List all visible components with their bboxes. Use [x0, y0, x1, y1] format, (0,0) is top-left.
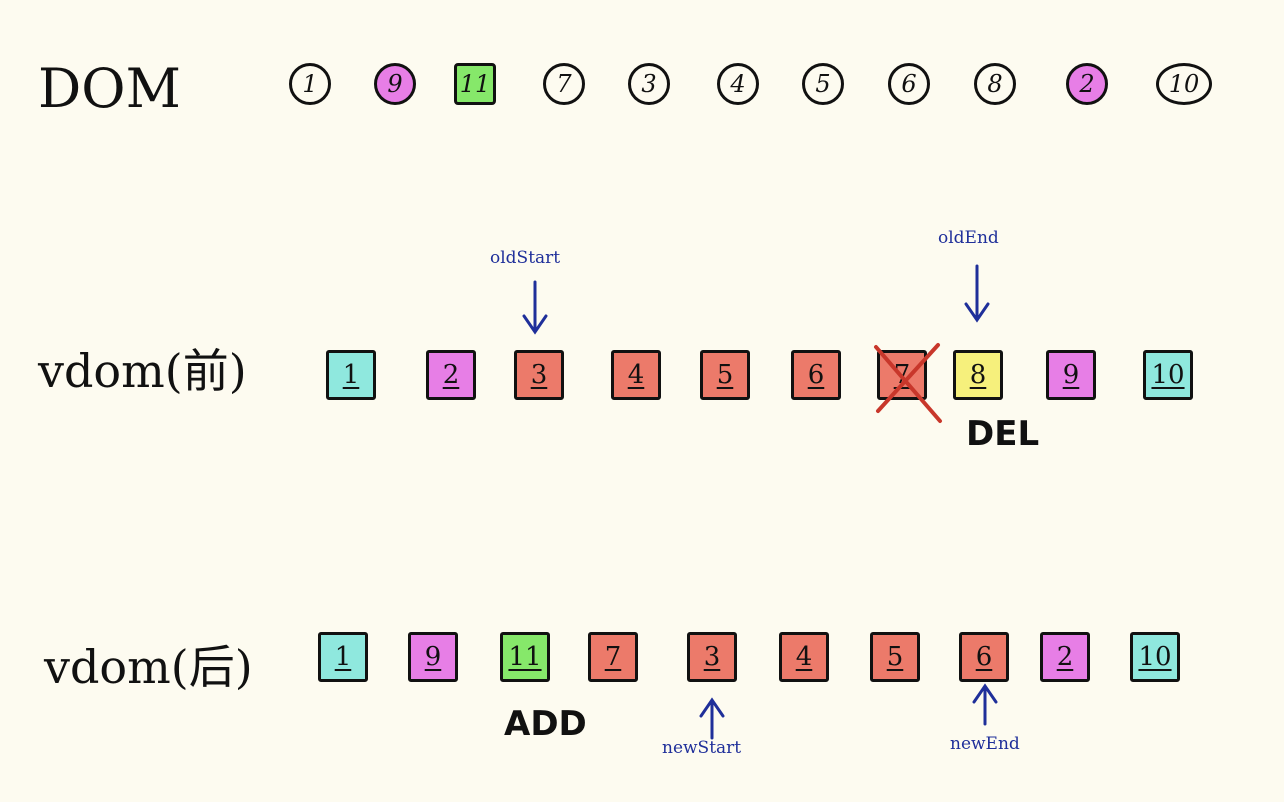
vdom-before-node-label: 10 [1151, 360, 1185, 390]
vdom-after-node-label: 10 [1138, 642, 1172, 672]
vdom-before-node-label: 7 [893, 360, 911, 390]
dom-node-4: 4 [717, 63, 759, 105]
vdom-before-node-label: 6 [807, 360, 825, 390]
vdom-before-node-8: 8 [953, 350, 1003, 400]
vdom-before-node-9: 9 [1046, 350, 1096, 400]
vdom-before-node-1: 1 [326, 350, 376, 400]
vdom-before-node-label: 8 [969, 360, 987, 390]
del-tag: DEL [966, 414, 1040, 454]
dom-node-7: 7 [543, 63, 585, 105]
vdom-before-node-2: 2 [426, 350, 476, 400]
vdom-before-node-10: 10 [1143, 350, 1193, 400]
old-start-arrow [522, 280, 548, 335]
vdom-after-node-10: 10 [1130, 632, 1180, 682]
vdom-after-node-11: 11 [500, 632, 550, 682]
new-end-arrow [972, 683, 998, 726]
dom-node-10: 10 [1156, 63, 1212, 105]
vdom-after-node-label: 7 [604, 642, 622, 672]
vdom-after-node-label: 3 [703, 642, 721, 672]
vdom-after-node-4: 4 [779, 632, 829, 682]
old-end-label: oldEnd [938, 228, 999, 248]
vdom-before-node-7: 7 [874, 343, 942, 423]
vdom-before-node-label: 1 [342, 360, 360, 390]
dom-node-1: 1 [289, 63, 331, 105]
new-start-label: newStart [662, 738, 742, 758]
add-tag: ADD [504, 704, 587, 744]
vdom-before-node-label: 9 [1062, 360, 1080, 390]
dom-node-2: 2 [1066, 63, 1108, 105]
vdom-after-node-label: 2 [1056, 642, 1074, 672]
vdom-before-node-6: 6 [791, 350, 841, 400]
vdom-after-node-7: 7 [588, 632, 638, 682]
vdom-after-node-label: 4 [795, 642, 813, 672]
vdom-before-node-label: 2 [442, 360, 460, 390]
vdom-before-node-label: 3 [530, 360, 548, 390]
new-end-label: newEnd [950, 734, 1020, 754]
dom-node-9: 9 [374, 63, 416, 105]
vdom-before-row-label: vdom(前) [38, 344, 247, 398]
old-end-arrow [964, 264, 990, 323]
vdom-after-node-3: 3 [687, 632, 737, 682]
vdom-before-node-label: 5 [716, 360, 734, 390]
vdom-after-node-label: 6 [975, 642, 993, 672]
dom-node-3: 3 [628, 63, 670, 105]
vdom-after-node-5: 5 [870, 632, 920, 682]
dom-node-5: 5 [802, 63, 844, 105]
vdom-before-node-5: 5 [700, 350, 750, 400]
dom-row-label: DOM [38, 57, 181, 120]
vdom-after-node-label: 9 [424, 642, 442, 672]
vdom-after-node-9: 9 [408, 632, 458, 682]
vdom-after-node-2: 2 [1040, 632, 1090, 682]
vdom-after-node-label: 11 [508, 642, 542, 672]
dom-node-8: 8 [974, 63, 1016, 105]
vdom-before-node-4: 4 [611, 350, 661, 400]
old-start-label: oldStart [490, 248, 561, 268]
vdom-before-node-3: 3 [514, 350, 564, 400]
vdom-after-node-label: 1 [334, 642, 352, 672]
new-start-arrow [699, 697, 725, 740]
vdom-after-row-label: vdom(后) [44, 640, 253, 694]
vdom-before-node-label: 4 [627, 360, 645, 390]
vdom-after-node-6: 6 [959, 632, 1009, 682]
vdom-after-node-1: 1 [318, 632, 368, 682]
vdom-after-node-label: 5 [886, 642, 904, 672]
dom-node-11: 11 [454, 63, 496, 105]
dom-node-6: 6 [888, 63, 930, 105]
